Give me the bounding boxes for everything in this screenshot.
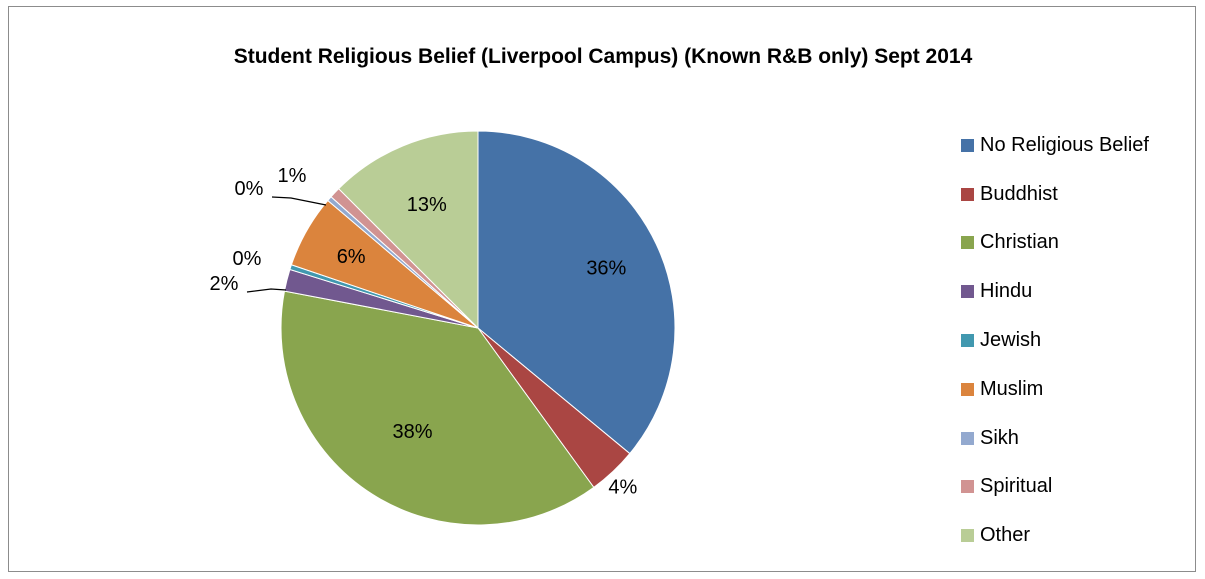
legend-item-jewish: Jewish bbox=[961, 316, 1149, 365]
chart-area: Student Religious Belief (Liverpool Camp… bbox=[8, 6, 1196, 572]
legend-swatch bbox=[961, 138, 974, 152]
legend-label: Sikh bbox=[980, 426, 1019, 449]
data-label-christian: 38% bbox=[393, 421, 433, 443]
legend-item-hindu: Hindu bbox=[961, 267, 1149, 316]
legend-label: No Religious Belief bbox=[980, 133, 1149, 156]
data-label-hindu: 2% bbox=[210, 273, 239, 295]
legend-label: Christian bbox=[980, 231, 1059, 254]
legend-label: Muslim bbox=[980, 377, 1044, 400]
legend-label: Spiritual bbox=[980, 475, 1053, 498]
legend-label: Jewish bbox=[980, 329, 1042, 352]
data-label-sikh: 0% bbox=[235, 178, 264, 200]
pie-slice-other bbox=[337, 130, 479, 330]
chart-title: Student Religious Belief (Liverpool Camp… bbox=[233, 45, 973, 68]
legend-item-no-religious-belief: No Religious Belief bbox=[961, 121, 1149, 170]
legend-item-other: Other bbox=[961, 511, 1149, 560]
legend: No Religious Belief Buddhist Christian Hind… bbox=[961, 121, 1149, 560]
pie-slice-no-religious-belief bbox=[477, 130, 676, 455]
legend-swatch bbox=[961, 236, 974, 250]
data-label-buddhist: 4% bbox=[608, 477, 637, 499]
legend-swatch bbox=[961, 285, 974, 299]
leader-line-sikh bbox=[271, 196, 327, 206]
legend-item-spiritual: Spiritual bbox=[961, 463, 1149, 512]
legend-swatch bbox=[961, 334, 974, 348]
legend-label: Hindu bbox=[980, 280, 1033, 303]
legend-swatch bbox=[961, 382, 974, 396]
data-label-no-religious-belief: 36% bbox=[586, 258, 626, 280]
data-label-muslim: 6% bbox=[337, 246, 366, 268]
legend-swatch bbox=[961, 187, 974, 201]
legend-swatch bbox=[961, 529, 974, 543]
legend-swatch bbox=[961, 480, 974, 494]
legend-label: Buddhist bbox=[980, 182, 1058, 205]
leader-line-hindu bbox=[246, 288, 287, 293]
legend-label: Other bbox=[980, 524, 1031, 547]
legend-item-christian: Christian bbox=[961, 219, 1149, 268]
pie-slice-christian bbox=[280, 290, 595, 526]
data-label-jewish: 0% bbox=[233, 248, 262, 270]
legend-item-muslim: Muslim bbox=[961, 365, 1149, 414]
data-label-spiritual: 1% bbox=[278, 165, 307, 187]
legend-item-buddhist: Buddhist bbox=[961, 170, 1149, 219]
legend-swatch bbox=[961, 431, 974, 445]
legend-item-sikh: Sikh bbox=[961, 414, 1149, 463]
data-label-other: 13% bbox=[407, 194, 447, 216]
pie-chart: 36% 4% 38% 2% 0% 6% 0% 1% 13% bbox=[210, 130, 676, 526]
